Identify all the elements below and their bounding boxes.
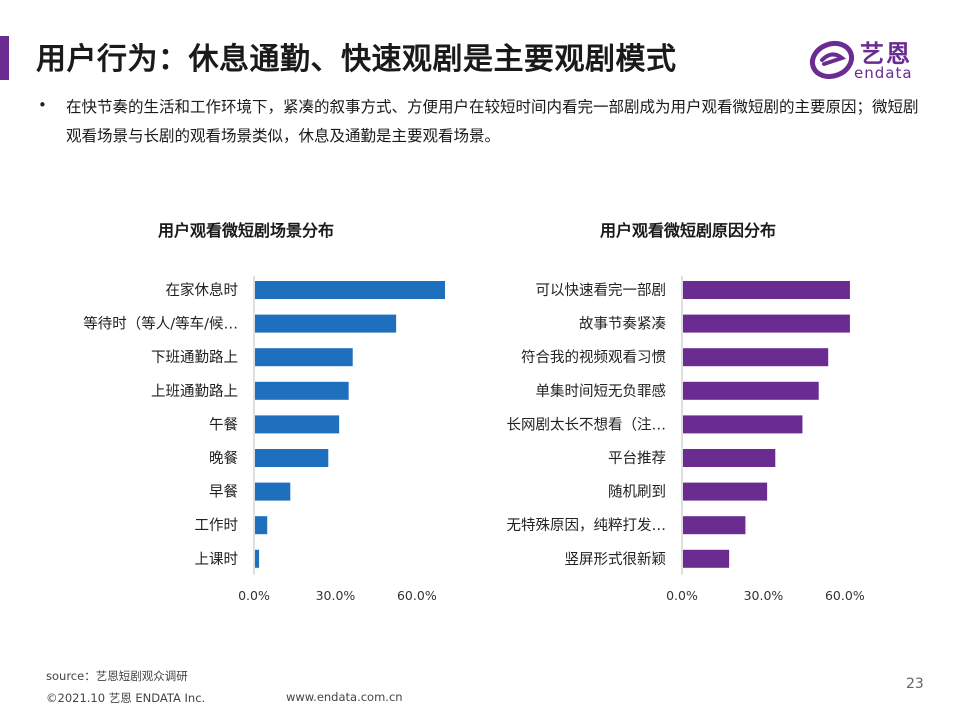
description-text: 在快节奏的生活和工作环境下，紧凑的叙事方式、方便用户在较短时间内看完一部剧成为用… <box>66 98 919 145</box>
tick-label: 60.0% <box>397 588 437 603</box>
category-label: 平台推荐 <box>608 450 666 467</box>
bar <box>683 516 746 535</box>
bar <box>255 516 268 535</box>
bar <box>683 381 819 400</box>
category-label: 长网剧太长不想看（注… <box>507 416 667 433</box>
logo-text: 艺恩 <box>860 40 912 68</box>
tick-label: 0.0% <box>666 588 698 603</box>
category-label: 故事节奏紧凑 <box>579 316 666 333</box>
bar <box>683 281 850 299</box>
bar <box>683 415 803 434</box>
category-label: 工作时 <box>195 517 239 534</box>
tick-label: 0.0% <box>238 588 270 603</box>
category-label: 无特殊原因，纯粹打发… <box>507 517 667 534</box>
copyright-note: ©2021.10 艺恩 ENDATA Inc. <box>46 691 206 705</box>
title-accent-bar <box>0 36 9 80</box>
logo-subtext: endata <box>854 64 913 82</box>
bar <box>683 449 776 467</box>
reason-distribution-chart: 可以快速看完一部剧故事节奏紧凑符合我的视频观看习惯单集时间短无负罪感长网剧太长不… <box>507 276 865 603</box>
bar <box>255 549 260 568</box>
chart-title-reason: 用户观看微短剧原因分布 <box>600 221 777 240</box>
logo-e-icon <box>820 52 847 66</box>
category-label: 下班通勤路上 <box>151 349 238 366</box>
page-number: 23 <box>906 676 924 692</box>
page-title: 用户行为：休息通勤、快速观剧是主要观剧模式 <box>36 42 677 77</box>
source-note: source：艺恩短剧观众调研 <box>46 669 188 683</box>
bar <box>255 314 397 333</box>
bar <box>683 348 829 367</box>
bar <box>255 381 349 400</box>
category-label: 可以快速看完一部剧 <box>536 282 667 299</box>
chart-title-scene: 用户观看微短剧场景分布 <box>158 221 335 240</box>
category-label: 午餐 <box>209 416 238 433</box>
bar <box>683 549 730 568</box>
category-label: 晚餐 <box>209 450 238 467</box>
bar <box>255 415 340 434</box>
tick-label: 30.0% <box>744 588 784 603</box>
category-label: 竖屏形式很新颖 <box>565 551 667 568</box>
category-label: 符合我的视频观看习惯 <box>521 349 666 366</box>
category-label: 单集时间短无负罪感 <box>536 383 667 400</box>
bar <box>683 482 768 501</box>
tick-label: 60.0% <box>825 588 865 603</box>
category-label: 在家休息时 <box>166 282 239 299</box>
bullet-icon: • <box>38 96 47 114</box>
category-label: 早餐 <box>209 484 238 501</box>
category-label: 随机刷到 <box>608 484 666 501</box>
category-label: 等待时（等人/等车/候… <box>83 315 238 333</box>
bar <box>255 449 329 467</box>
bar <box>255 482 291 501</box>
website-link[interactable]: www.endata.com.cn <box>286 690 403 704</box>
category-label: 上班通勤路上 <box>151 383 238 400</box>
category-label: 上课时 <box>195 551 239 568</box>
bar <box>255 281 445 299</box>
endata-logo <box>809 40 855 80</box>
bar <box>683 314 850 333</box>
tick-label: 30.0% <box>316 588 356 603</box>
bar <box>255 348 353 367</box>
